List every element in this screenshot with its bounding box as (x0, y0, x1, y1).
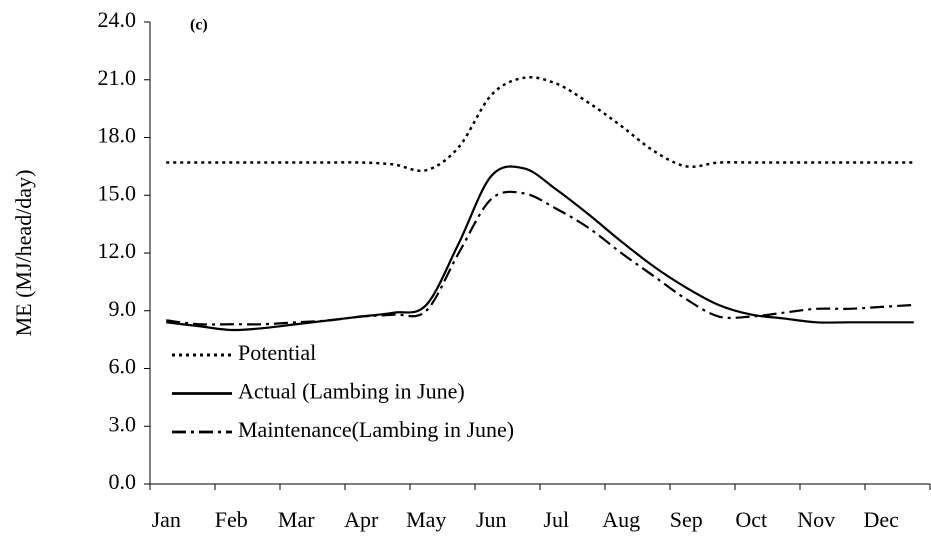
y-tick-label: 6.0 (109, 354, 137, 379)
x-tick-label: Jun (476, 507, 507, 532)
y-tick-label: 0.0 (109, 469, 137, 494)
x-tick-label: Mar (278, 507, 315, 532)
y-axis-label: ME (MJ/head/day) (11, 170, 36, 337)
y-tick-label: 21.0 (98, 65, 137, 90)
x-tick-label: Apr (344, 507, 379, 532)
x-tick-label: Jan (152, 507, 181, 532)
x-tick-label: Aug (602, 507, 640, 532)
x-tick-label: Feb (215, 507, 248, 532)
y-tick-label: 24.0 (98, 7, 137, 32)
y-tick-label: 18.0 (98, 123, 137, 148)
x-tick-label: Sep (670, 507, 703, 532)
line (166, 165, 914, 332)
y-tick-label: 3.0 (109, 411, 137, 436)
y-tick-label: 9.0 (109, 296, 137, 321)
legend-label: Actual (Lambing in June) (238, 379, 465, 404)
x-tick-label: Dec (864, 507, 900, 532)
x-tick-label: Jul (543, 507, 569, 532)
x-tick-label: May (406, 507, 446, 532)
x-tick-label: Oct (735, 507, 767, 532)
line (166, 190, 914, 326)
annotation: (c) (190, 17, 208, 34)
legend-label: Potential (238, 340, 316, 365)
y-tick-label: 12.0 (98, 238, 137, 263)
y-tick-label: 15.0 (98, 180, 137, 205)
x-tick-label: Nov (797, 507, 835, 532)
line (166, 76, 914, 173)
legend-label: Maintenance(Lambing in June) (238, 417, 514, 442)
